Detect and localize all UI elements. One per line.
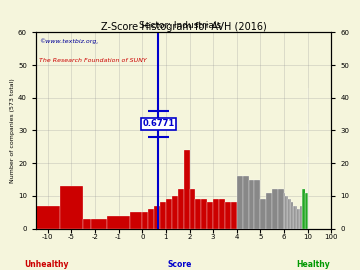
- Bar: [293, 206, 294, 229]
- Bar: [302, 189, 303, 229]
- Bar: [288, 199, 290, 229]
- Bar: [294, 206, 296, 229]
- Bar: [303, 189, 305, 229]
- Bar: [207, 202, 213, 229]
- Text: Sector: Industrials: Sector: Industrials: [139, 21, 221, 30]
- Bar: [178, 189, 184, 229]
- Bar: [36, 206, 60, 229]
- Bar: [130, 212, 142, 229]
- Text: Unhealthy: Unhealthy: [24, 260, 69, 269]
- Bar: [231, 202, 237, 229]
- Bar: [189, 189, 195, 229]
- Text: Healthy: Healthy: [296, 260, 330, 269]
- Bar: [260, 199, 266, 229]
- Bar: [83, 219, 91, 229]
- Bar: [300, 206, 302, 229]
- Bar: [306, 193, 307, 229]
- Bar: [142, 212, 148, 229]
- Bar: [255, 180, 260, 229]
- Bar: [291, 202, 293, 229]
- Bar: [299, 209, 300, 229]
- Bar: [154, 206, 160, 229]
- Bar: [305, 193, 306, 229]
- Bar: [60, 186, 83, 229]
- Bar: [219, 199, 225, 229]
- Bar: [287, 196, 288, 229]
- Bar: [296, 206, 297, 229]
- Bar: [278, 189, 284, 229]
- Bar: [243, 176, 248, 229]
- Bar: [148, 209, 154, 229]
- Bar: [237, 176, 243, 229]
- Text: 0.6771: 0.6771: [142, 119, 174, 129]
- Bar: [248, 180, 255, 229]
- Bar: [266, 193, 272, 229]
- Bar: [284, 193, 285, 229]
- Bar: [166, 199, 172, 229]
- Bar: [290, 199, 291, 229]
- Bar: [160, 202, 166, 229]
- Bar: [184, 150, 189, 229]
- Bar: [195, 199, 201, 229]
- Bar: [297, 209, 299, 229]
- Title: Z-Score Histogram for AVH (2016): Z-Score Histogram for AVH (2016): [101, 22, 266, 32]
- Bar: [213, 199, 219, 229]
- Text: The Research Foundation of SUNY: The Research Foundation of SUNY: [39, 58, 147, 63]
- Bar: [107, 215, 130, 229]
- Bar: [172, 196, 178, 229]
- Text: ©www.textbiz.org,: ©www.textbiz.org,: [39, 38, 98, 44]
- Bar: [201, 199, 207, 229]
- Bar: [225, 202, 231, 229]
- Bar: [272, 189, 278, 229]
- Y-axis label: Number of companies (573 total): Number of companies (573 total): [10, 78, 15, 183]
- Bar: [285, 196, 287, 229]
- Bar: [91, 219, 107, 229]
- Text: Score: Score: [168, 260, 192, 269]
